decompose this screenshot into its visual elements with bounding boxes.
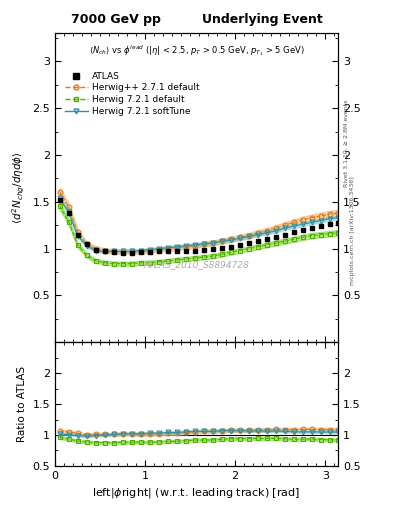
Text: 7000 GeV pp: 7000 GeV pp	[71, 13, 161, 26]
Legend: ATLAS, Herwig++ 2.7.1 default, Herwig 7.2.1 default, Herwig 7.2.1 softTune: ATLAS, Herwig++ 2.7.1 default, Herwig 7.…	[65, 72, 200, 116]
Text: Rivet 3.1.10, ≥ 2.8M events: Rivet 3.1.10, ≥ 2.8M events	[344, 100, 349, 187]
Text: mcplots.cern.ch [arXiv:1306.3436]: mcplots.cern.ch [arXiv:1306.3436]	[350, 176, 355, 285]
Y-axis label: Ratio to ATLAS: Ratio to ATLAS	[17, 366, 27, 442]
Text: $\langle N_{ch}\rangle$ vs $\phi^{lead}$ ($|\eta|$ < 2.5, $p_T$ > 0.5 GeV, $p_{T: $\langle N_{ch}\rangle$ vs $\phi^{lead}$…	[88, 42, 305, 57]
X-axis label: left|$\phi$right| (w.r.t. leading track) [rad]: left|$\phi$right| (w.r.t. leading track)…	[92, 486, 301, 500]
Text: ATLAS_2010_S8894728: ATLAS_2010_S8894728	[143, 261, 250, 269]
Text: Underlying Event: Underlying Event	[202, 13, 322, 26]
Y-axis label: $\langle d^2 N_{chg}/d\eta d\phi \rangle$: $\langle d^2 N_{chg}/d\eta d\phi \rangle…	[11, 152, 27, 224]
